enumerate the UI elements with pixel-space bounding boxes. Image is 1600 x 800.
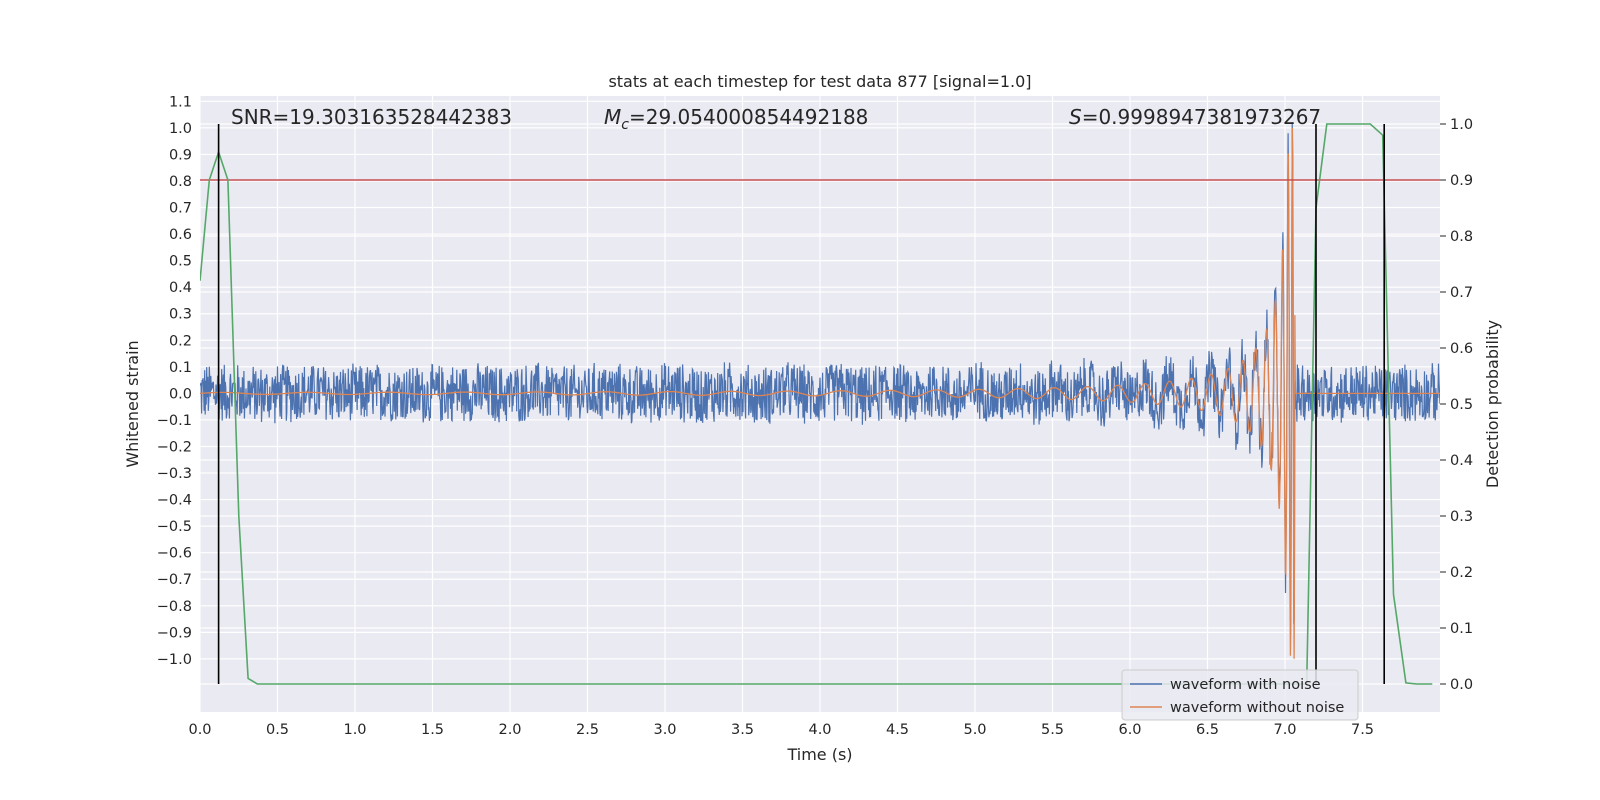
y-axis-label-right: Detection probability	[1483, 320, 1502, 488]
y-tick-label-right: 0.1	[1450, 621, 1473, 637]
y-tick-label-left: 0.1	[169, 360, 192, 376]
x-tick-label: 7.0	[1273, 722, 1296, 738]
legend-label-clean: waveform without noise	[1170, 700, 1344, 716]
x-tick-label: 6.0	[1118, 722, 1141, 738]
chirp-mass-annotation: Mc=29.054000854492188	[604, 105, 868, 133]
y-tick-label-left: 1.1	[169, 94, 192, 110]
y-tick-label-left: 0.4	[169, 280, 192, 296]
y-tick-label-right: 0.8	[1450, 229, 1473, 245]
y-tick-label-left: 0.9	[169, 147, 192, 163]
y-tick-label-left: −0.3	[157, 466, 192, 482]
y-tick-label-right: 0.3	[1450, 509, 1473, 525]
x-tick-label: 3.5	[731, 722, 754, 738]
y-tick-label-left: −0.7	[157, 572, 192, 588]
y-tick-label-left: −0.5	[157, 519, 192, 535]
y-tick-label-left: −0.8	[157, 599, 192, 615]
x-tick-label: 0.5	[266, 722, 289, 738]
chart-title: stats at each timestep for test data 877…	[608, 72, 1031, 91]
y-tick-label-left: −0.1	[157, 413, 192, 429]
legend-box	[1121, 669, 1359, 721]
x-tick-label: 3.0	[653, 722, 676, 738]
x-axis-label: Time (s)	[786, 745, 852, 764]
legend: waveform with noise waveform without noi…	[1121, 669, 1359, 721]
y-tick-label-right: 0.2	[1450, 565, 1473, 581]
y-tick-label-left: −0.2	[157, 439, 192, 455]
y-tick-label-left: 1.0	[169, 121, 192, 137]
y-tick-label-right: 0.6	[1450, 341, 1473, 357]
x-tick-label: 5.0	[963, 722, 986, 738]
y-tick-label-left: 0.6	[169, 227, 192, 243]
x-tick-label: 1.5	[421, 722, 444, 738]
x-tick-label: 2.5	[576, 722, 599, 738]
x-tick-label: 1.0	[343, 722, 366, 738]
y-tick-label-right: 0.0	[1450, 677, 1473, 693]
y-tick-label-left: −0.9	[157, 625, 192, 641]
series-line-waveform-without-noise	[200, 127, 1440, 659]
y-tick-label-left: 0.5	[169, 254, 192, 270]
y-tick-label-left: −1.0	[157, 652, 192, 668]
x-tick-label: 7.5	[1351, 722, 1374, 738]
y-tick-label-right: 0.4	[1450, 453, 1473, 469]
y-tick-label-right: 1.0	[1450, 117, 1473, 133]
y-tick-label-left: 0.2	[169, 333, 192, 349]
y-tick-label-left: −0.4	[157, 493, 192, 509]
x-tick-label: 6.5	[1196, 722, 1219, 738]
y-axis-label-left: Whitened strain	[123, 340, 142, 467]
y-tick-label-left: 0.7	[169, 201, 192, 217]
score-annotation: S=0.9998947381973267	[1069, 105, 1321, 129]
legend-label-noise: waveform with noise	[1170, 677, 1321, 693]
x-tick-label: 4.5	[886, 722, 909, 738]
snr-annotation: SNR=19.303163528442383	[231, 105, 512, 129]
y-tick-label-right: 0.5	[1450, 397, 1473, 413]
axes: 0.0 0.5 1.0 1.5 2.0 2.5 3.0 3.5 4.0 4.5 5.0 5.5 6.0 6…	[157, 94, 1473, 738]
x-tick-label: 5.5	[1041, 722, 1064, 738]
x-tick-label: 4.0	[808, 722, 831, 738]
x-tick-label: 2.0	[498, 722, 521, 738]
x-tick-label: 0.0	[188, 722, 211, 738]
y-tick-label-left: −0.6	[157, 546, 192, 562]
y-tick-label-left: 0.0	[169, 386, 192, 402]
y-tick-label-left: 0.8	[169, 174, 192, 190]
y-tick-label-right: 0.7	[1450, 285, 1473, 301]
y-tick-label-left: 0.3	[169, 307, 192, 323]
y-tick-label-right: 0.9	[1450, 173, 1473, 189]
